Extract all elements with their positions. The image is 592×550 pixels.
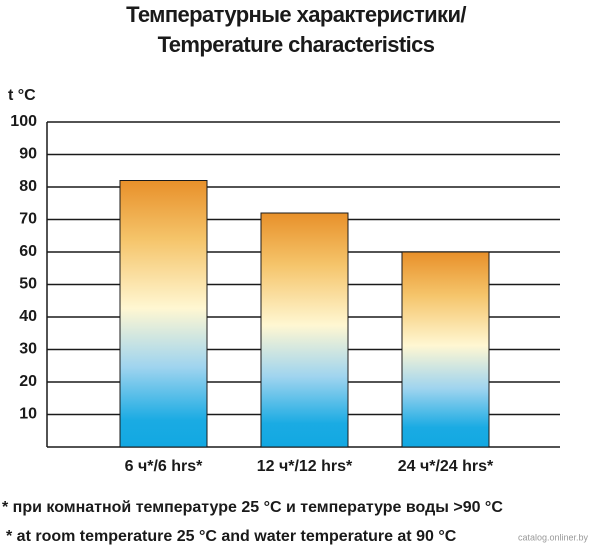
- y-tick-label: 20: [19, 373, 37, 390]
- footnote: * при комнатной температуре 25 °C и темп…: [2, 499, 503, 516]
- y-tick-label: 60: [19, 243, 37, 260]
- y-tick-label: 70: [19, 211, 37, 228]
- x-tick-label: 12 ч*/12 hrs*: [257, 458, 353, 475]
- bar: [401, 251, 490, 448]
- chart-title: Temperature characteristics: [158, 32, 435, 57]
- y-tick-label: 80: [19, 178, 37, 195]
- chart-title: Температурные характеристики/: [126, 2, 466, 27]
- watermark: catalog.onliner.by: [518, 532, 589, 542]
- y-tick-label: 10: [19, 406, 37, 423]
- bar: [260, 212, 349, 448]
- y-tick-label: 30: [19, 341, 37, 358]
- y-tick-label: 100: [10, 113, 37, 130]
- footnote: * at room temperature 25 °C and water te…: [6, 528, 457, 545]
- bar: [119, 180, 208, 448]
- y-tick-label: 50: [19, 276, 37, 293]
- x-tick-label: 6 ч*/6 hrs*: [125, 458, 204, 475]
- y-tick-label: 40: [19, 308, 37, 325]
- x-tick-label: 24 ч*/24 hrs*: [398, 458, 494, 475]
- y-axis-label: t °C: [8, 87, 36, 104]
- y-tick-label: 90: [19, 146, 37, 163]
